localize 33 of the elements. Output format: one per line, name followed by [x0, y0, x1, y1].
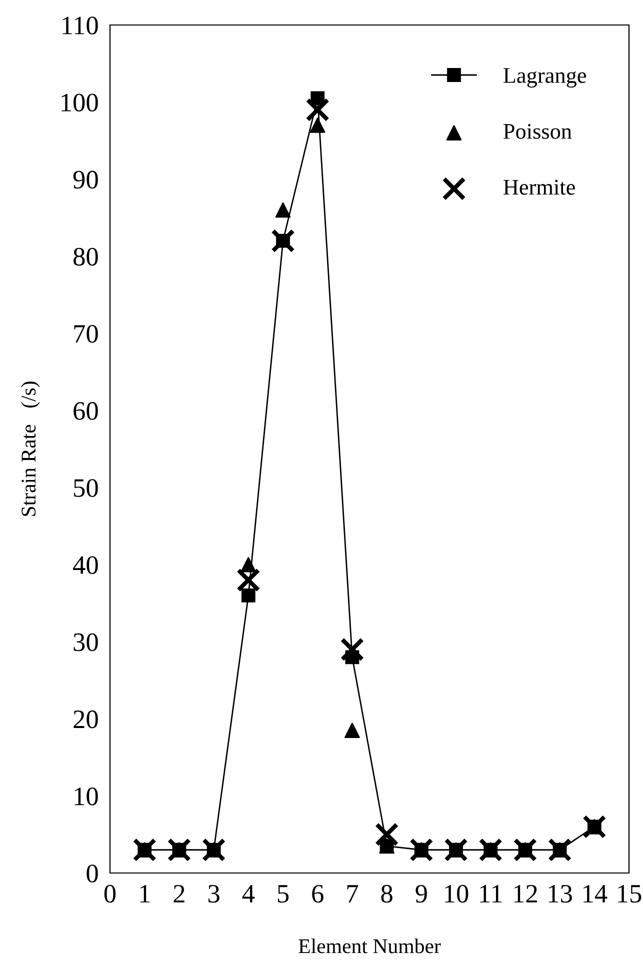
- legend-label: Hermite: [504, 180, 575, 195]
- y-tick-label: 110: [62, 16, 98, 34]
- x-tick-label: 14: [584, 885, 608, 902]
- y-tick-label: 30: [74, 633, 98, 652]
- x-tick-label: 11: [480, 885, 502, 902]
- y-tick-label: 40: [73, 556, 98, 574]
- x-tick-label: 9: [416, 884, 427, 903]
- legend-label: Lagrange: [504, 68, 586, 88]
- y-tick-label: 80: [74, 248, 98, 266]
- y-tick-label: 100: [62, 94, 98, 112]
- x-tick-label: 6: [312, 884, 324, 903]
- y-tick-label: 0: [86, 864, 98, 882]
- x-tick-label: 10: [445, 884, 468, 903]
- legend-label: Poisson: [504, 124, 572, 139]
- y-axis-title: Strain Rate (/s): [20, 382, 40, 516]
- x-tick-label: 12: [514, 884, 537, 902]
- y-tick-label: 90: [73, 170, 98, 189]
- x-tick-label: 3: [208, 884, 220, 903]
- x-tick-label: 2: [174, 884, 184, 902]
- x-tick-label: 0: [104, 884, 116, 903]
- x-tick-label: 5: [278, 885, 289, 903]
- y-tick-label: 10: [74, 788, 98, 806]
- x-axis-title: Element Number: [298, 938, 441, 954]
- y-tick-label: 20: [74, 710, 98, 728]
- x-tick-label: 15: [618, 885, 642, 903]
- y-tick-label: 60: [74, 402, 98, 420]
- x-tick-label: 4: [242, 885, 255, 902]
- x-tick-label: 13: [548, 884, 572, 903]
- x-tick-label: 7: [347, 885, 358, 902]
- y-tick-label: 70: [74, 324, 98, 343]
- y-tick-label: 50: [74, 479, 98, 497]
- x-tick-label: 8: [381, 884, 392, 903]
- x-tick-label: 1: [140, 885, 150, 902]
